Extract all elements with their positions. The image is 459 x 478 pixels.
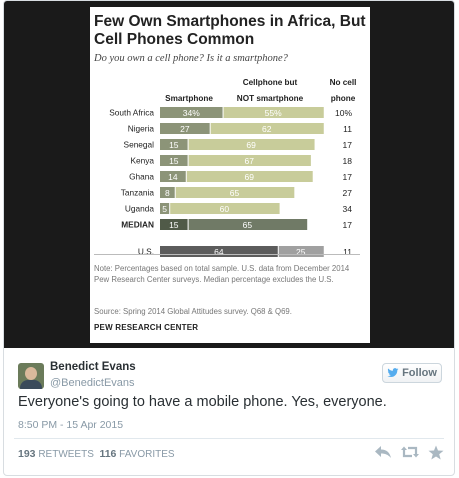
row-kenya-label: Kenya [130,156,154,166]
favorite-label[interactable]: FAVORITES [119,449,175,460]
row-u-s-label: U.S. [138,247,154,257]
row-ghana-nocell-value: 17 [343,172,353,182]
row-uganda-cellphone-bar [170,203,280,214]
header-cellphone-line2: NOT smartphone [237,94,304,103]
row-ghana-smartphone-bar [160,171,186,182]
stacked-bar-chart: Smartphone Cellphone but NOT smartphone No … [109,78,357,257]
row-nigeria-smartphone-bar [160,123,210,134]
row-nigeria-nocell-value: 11 [343,124,352,134]
row-kenya-cellphone-bar [188,155,311,166]
row-tanzania-cellphone-value: 65 [230,188,240,198]
avatar[interactable] [18,363,44,389]
row-ghana-cellphone-bar [186,171,313,182]
row-ghana-cellphone-value: 69 [245,172,255,182]
chart-image: Few Own Smartphones in Africa, But Cell … [90,7,370,343]
row-uganda-nocell-value: 34 [343,204,353,214]
header-cellphone-line1: Cellphone but [243,78,298,87]
chart-subtitle: Do you own a cell phone? Is it a smartph… [94,53,288,64]
row-tanzania-smartphone-bar [160,187,175,198]
row-median-smartphone-bar [160,219,188,230]
row-tanzania-label: Tanzania [121,188,155,198]
retweet-icon[interactable] [400,445,420,459]
chart-note: Note: Percentages based on total sample.… [94,264,350,284]
header-smartphone: Smartphone [165,94,213,103]
row-nigeria-cellphone-bar [210,123,324,134]
row-median-label: MEDIAN [121,220,154,230]
divider [14,438,444,439]
row-kenya-smartphone-value: 15 [169,156,179,166]
row-uganda-smartphone-value: 5 [162,204,167,214]
favorite-count[interactable]: 116 [99,448,117,460]
row-uganda-cellphone-value: 60 [220,204,230,214]
row-kenya-smartphone-bar [160,155,188,166]
row-south-africa-smartphone-value: 34% [183,108,200,118]
chart-source: Source: Spring 2014 Global Attitudes sur… [94,307,292,316]
row-south-africa-label: South Africa [109,108,154,118]
tweet-timestamp[interactable]: 8:50 PM - 15 Apr 2015 [18,419,124,431]
header-nocell-line1: No cell [330,78,357,87]
row-ghana-smartphone-value: 14 [168,172,178,182]
reply-icon[interactable] [374,445,392,459]
row-u-s-smartphone-bar [160,246,278,257]
header-nocell-line2: phone [331,94,356,103]
tweet-actions [374,445,446,461]
row-nigeria-cellphone-value: 62 [262,124,272,134]
row-senegal-smartphone-value: 15 [169,140,179,150]
row-uganda-smartphone-bar [160,203,170,214]
row-south-africa-cellphone-bar [223,107,324,118]
row-nigeria-smartphone-value: 27 [180,124,190,134]
row-south-africa-nocell-value: 10% [335,108,352,118]
row-u-s-cellphone-value: 25 [296,247,306,257]
row-senegal-cellphone-value: 69 [246,140,256,150]
tweet-text: Everyone's going to have a mobile phone.… [18,394,387,410]
row-tanzania-smartphone-value: 8 [165,188,170,198]
row-kenya-cellphone-value: 67 [245,156,255,166]
row-south-africa-smartphone-bar [160,107,223,118]
row-median-nocell-value: 17 [343,220,353,230]
row-median-cellphone-bar [188,219,308,230]
chart-title: Few Own Smartphones in Africa, But Cell … [94,13,366,48]
chart-separator [94,254,360,255]
bird-icon [387,368,399,377]
row-median-smartphone-value: 15 [169,220,179,230]
row-uganda-label: Uganda [125,204,154,214]
retweet-label[interactable]: RETWEETS [38,449,94,460]
user-name[interactable]: Benedict Evans [50,361,136,373]
row-senegal-nocell-value: 17 [343,140,353,150]
tweet-card: Few Own Smartphones in Africa, But Cell … [3,0,455,476]
tweet-stats: 193 RETWEETS 116 FAVORITES [18,448,175,460]
row-nigeria-label: Nigeria [128,124,155,134]
retweet-count[interactable]: 193 [18,448,36,460]
row-median-cellphone-value: 65 [243,220,253,230]
row-tanzania-nocell-value: 27 [343,188,353,198]
follow-button[interactable]: Follow [382,363,442,383]
row-kenya-nocell-value: 18 [343,156,353,166]
row-senegal-smartphone-bar [160,139,188,150]
row-u-s-cellphone-bar [278,246,324,257]
follow-label: Follow [402,367,437,379]
star-icon[interactable] [428,445,444,460]
row-u-s-smartphone-value: 64 [214,247,224,257]
row-ghana-label: Ghana [129,172,154,182]
media-panel[interactable]: Few Own Smartphones in Africa, But Cell … [4,1,454,348]
row-senegal-label: Senegal [124,140,155,150]
row-tanzania-cellphone-bar [175,187,295,198]
row-south-africa-cellphone-value: 55% [265,108,282,118]
chart-org: PEW RESEARCH CENTER [94,323,199,332]
user-handle[interactable]: @BenedictEvans [50,377,135,389]
row-senegal-cellphone-bar [188,139,315,150]
row-u-s-nocell-value: 11 [343,247,352,257]
